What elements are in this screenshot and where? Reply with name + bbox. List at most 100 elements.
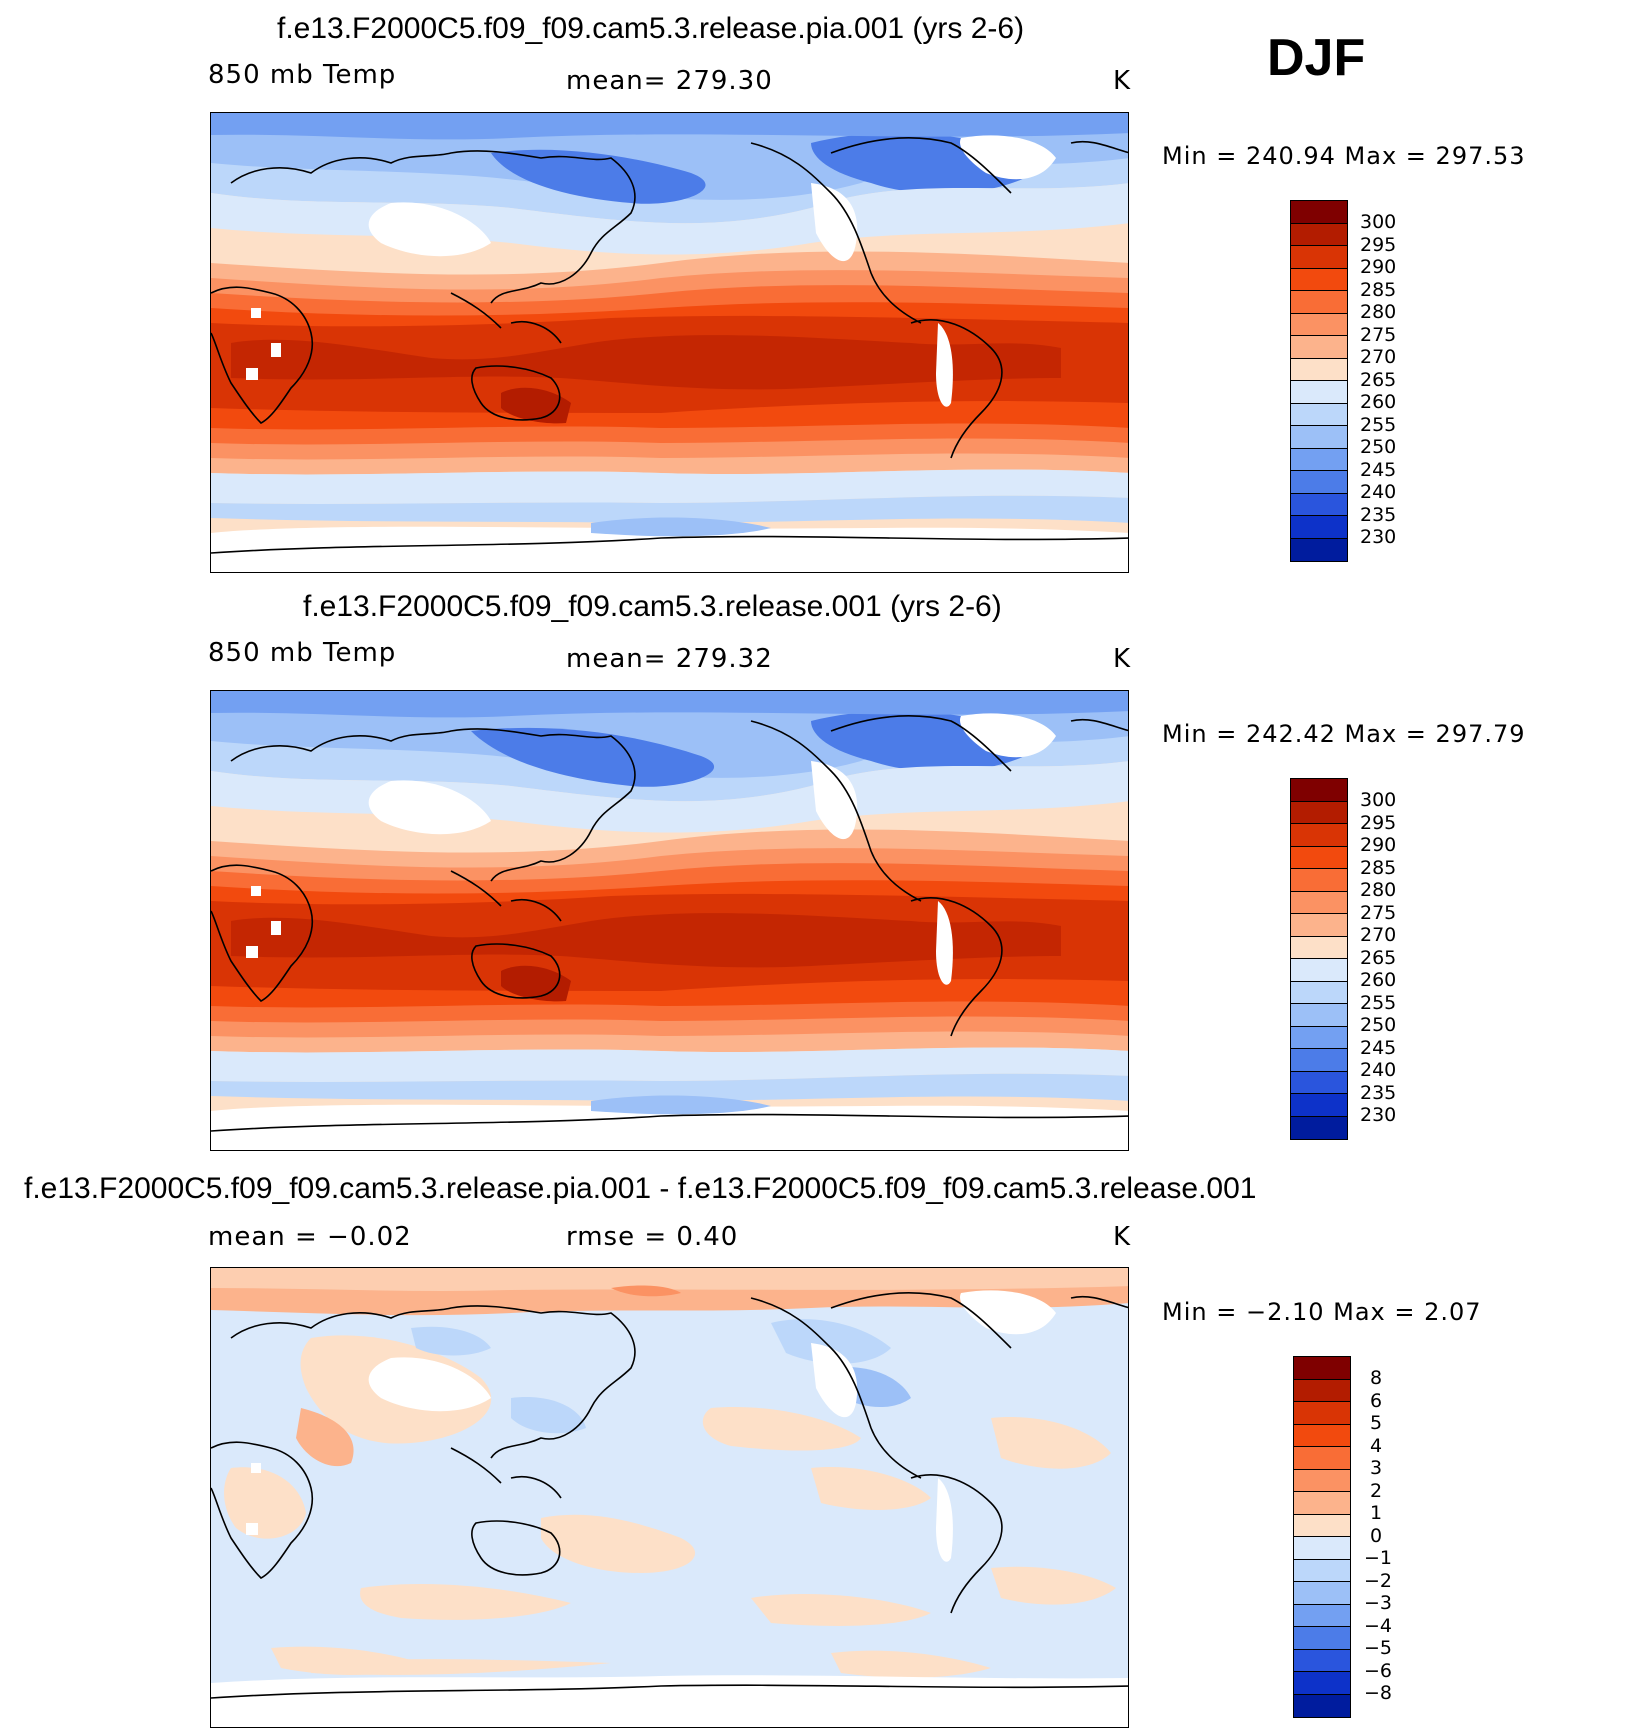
units-label: K bbox=[1113, 644, 1132, 674]
colorbar-box bbox=[1291, 538, 1347, 561]
colorbar-box bbox=[1294, 1514, 1350, 1537]
colorbar-1 bbox=[1290, 200, 1348, 562]
colorbar-box bbox=[1294, 1447, 1350, 1470]
colorbar-box bbox=[1294, 1469, 1350, 1492]
units-label: K bbox=[1113, 1222, 1132, 1252]
colorbar-tick-label: −3 bbox=[1364, 1592, 1393, 1614]
minmax-label: Min = −2.10 Max = 2.07 bbox=[1162, 1298, 1482, 1326]
colorbar-box bbox=[1291, 1049, 1347, 1072]
colorbar-tick-label: −8 bbox=[1364, 1682, 1393, 1704]
colorbar-box bbox=[1291, 336, 1347, 359]
colorbar-box bbox=[1294, 1672, 1350, 1695]
minmax-label: Min = 240.94 Max = 297.53 bbox=[1162, 142, 1526, 170]
panel-title: f.e13.F2000C5.f09_f09.cam5.3.release.001… bbox=[303, 590, 1002, 623]
colorbar-box bbox=[1294, 1559, 1350, 1582]
colorbar-tick-label: 285 bbox=[1360, 279, 1397, 301]
colorbar-box bbox=[1291, 1116, 1347, 1139]
map-panel-3 bbox=[210, 1267, 1129, 1728]
colorbar-tick-label: 300 bbox=[1360, 211, 1397, 233]
colorbar-tick-label: 295 bbox=[1360, 812, 1397, 834]
colorbar-tick-label: 2 bbox=[1370, 1480, 1383, 1502]
colorbar-tick-label: 250 bbox=[1360, 1014, 1397, 1036]
colorbar-box bbox=[1294, 1357, 1350, 1380]
rmse-label: rmse = 0.40 bbox=[566, 1222, 739, 1252]
colorbar-tick-label: 0 bbox=[1370, 1525, 1383, 1547]
colorbar-box bbox=[1291, 403, 1347, 426]
colorbar-box bbox=[1291, 959, 1347, 982]
colorbar-box bbox=[1291, 801, 1347, 824]
colorbar-box bbox=[1291, 223, 1347, 246]
colorbar-tick-label: −5 bbox=[1364, 1637, 1393, 1659]
colorbar-tick-label: 265 bbox=[1360, 369, 1397, 391]
colorbar-box bbox=[1294, 1424, 1350, 1447]
colorbar-tick-label: −4 bbox=[1364, 1615, 1393, 1637]
colorbar-tick-label: −1 bbox=[1364, 1547, 1393, 1569]
colorbar-tick-label: 235 bbox=[1360, 504, 1397, 526]
colorbar-tick-label: 255 bbox=[1360, 414, 1397, 436]
map-panel-1 bbox=[210, 112, 1129, 573]
variable-label: 850 mb Temp bbox=[208, 60, 397, 90]
colorbar-tick-label: 8 bbox=[1370, 1367, 1383, 1389]
colorbar-box bbox=[1294, 1649, 1350, 1672]
colorbar-box bbox=[1291, 313, 1347, 336]
colorbar-box bbox=[1291, 291, 1347, 314]
mean-label: mean = −0.02 bbox=[208, 1222, 412, 1252]
colorbar-tick-label: 260 bbox=[1360, 969, 1397, 991]
colorbar-tick-label: 5 bbox=[1370, 1412, 1383, 1434]
colorbar-box bbox=[1291, 1071, 1347, 1094]
colorbar-box bbox=[1294, 1492, 1350, 1515]
colorbar-box bbox=[1291, 426, 1347, 449]
colorbar-box bbox=[1294, 1627, 1350, 1650]
colorbar-box bbox=[1291, 824, 1347, 847]
colorbar-box bbox=[1294, 1402, 1350, 1425]
colorbar-box bbox=[1291, 981, 1347, 1004]
map-panel-2 bbox=[210, 690, 1129, 1151]
colorbar-box bbox=[1291, 891, 1347, 914]
colorbar-box bbox=[1294, 1582, 1350, 1605]
colorbar-tick-label: 265 bbox=[1360, 947, 1397, 969]
colorbar-box bbox=[1294, 1694, 1350, 1717]
colorbar-tick-label: 255 bbox=[1360, 992, 1397, 1014]
colorbar-tick-label: 270 bbox=[1360, 346, 1397, 368]
colorbar-tick-label: 280 bbox=[1360, 879, 1397, 901]
colorbar-2 bbox=[1290, 778, 1348, 1140]
colorbar-box bbox=[1291, 846, 1347, 869]
colorbar-tick-label: 245 bbox=[1360, 1037, 1397, 1059]
mean-label: mean= 279.30 bbox=[566, 66, 773, 96]
colorbar-tick-label: 275 bbox=[1360, 902, 1397, 924]
season-label: DJF bbox=[1267, 29, 1366, 87]
colorbar-box bbox=[1291, 201, 1347, 224]
colorbar-tick-label: 285 bbox=[1360, 857, 1397, 879]
colorbar-box bbox=[1291, 779, 1347, 802]
colorbar-box bbox=[1291, 936, 1347, 959]
colorbar-box bbox=[1291, 381, 1347, 404]
colorbar-box bbox=[1291, 448, 1347, 471]
colorbar-box bbox=[1291, 1004, 1347, 1027]
colorbar-box bbox=[1291, 516, 1347, 539]
colorbar-box bbox=[1294, 1537, 1350, 1560]
colorbar-tick-label: 250 bbox=[1360, 436, 1397, 458]
colorbar-tick-label: 230 bbox=[1360, 526, 1397, 548]
colorbar-tick-label: 295 bbox=[1360, 234, 1397, 256]
colorbar-tick-label: 1 bbox=[1370, 1502, 1383, 1524]
panel-title: f.e13.F2000C5.f09_f09.cam5.3.release.pia… bbox=[277, 12, 1025, 45]
colorbar-tick-label: −6 bbox=[1364, 1660, 1393, 1682]
colorbar-box bbox=[1294, 1604, 1350, 1627]
colorbar-tick-label: 290 bbox=[1360, 834, 1397, 856]
variable-label: 850 mb Temp bbox=[208, 638, 397, 668]
colorbar-tick-label: 240 bbox=[1360, 481, 1397, 503]
colorbar-tick-label: 245 bbox=[1360, 459, 1397, 481]
colorbar-tick-label: 270 bbox=[1360, 924, 1397, 946]
colorbar-box bbox=[1291, 268, 1347, 291]
temperature-field bbox=[211, 691, 1128, 1150]
colorbar-box bbox=[1294, 1379, 1350, 1402]
colorbar-tick-label: 240 bbox=[1360, 1059, 1397, 1081]
colorbar-box bbox=[1291, 471, 1347, 494]
colorbar-box bbox=[1291, 914, 1347, 937]
colorbar-tick-label: 235 bbox=[1360, 1082, 1397, 1104]
colorbar-tick-label: 260 bbox=[1360, 391, 1397, 413]
difference-field bbox=[211, 1268, 1128, 1727]
mean-label: mean= 279.32 bbox=[566, 644, 773, 674]
units-label: K bbox=[1113, 66, 1132, 96]
colorbar-tick-label: 230 bbox=[1360, 1104, 1397, 1126]
